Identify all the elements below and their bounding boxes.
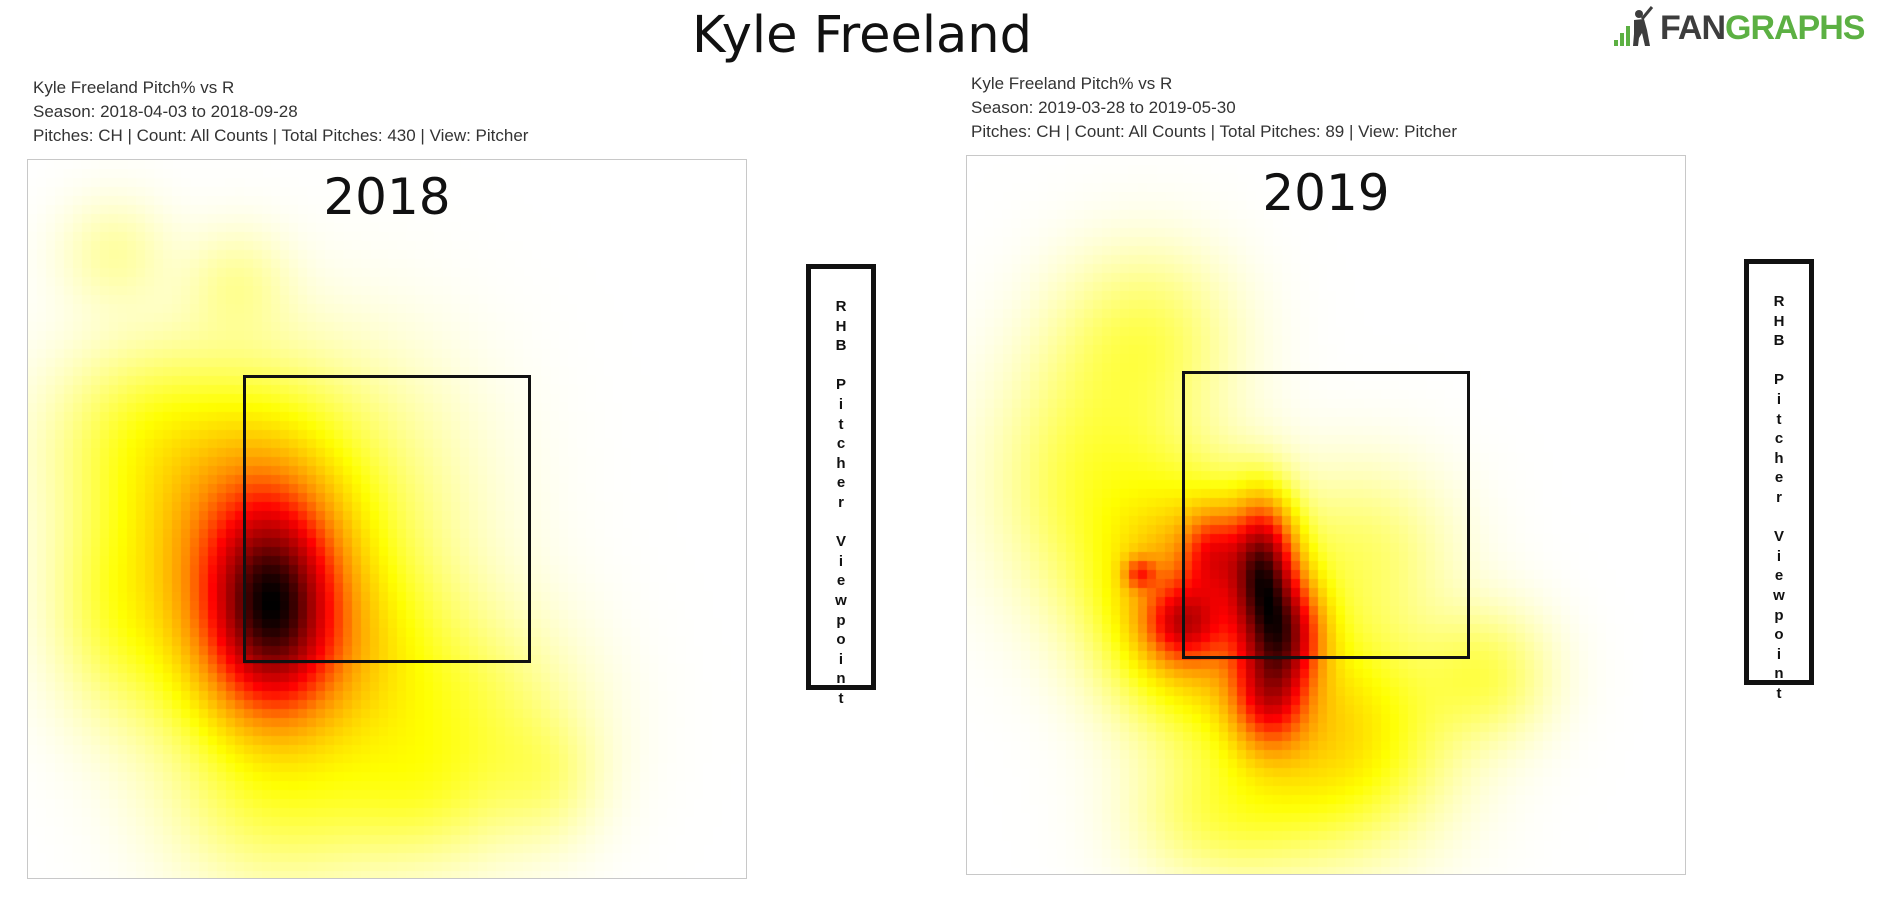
- viewpoint-char: w: [1773, 586, 1785, 604]
- viewpoint-char: n: [836, 670, 846, 688]
- panel-2019-info-line3: Pitches: CH | Count: All Counts | Total …: [971, 122, 1458, 141]
- panel-2019-info: Kyle Freeland Pitch% vs R Season: 2019-0…: [971, 72, 1457, 144]
- viewpoint-char: c: [1774, 430, 1784, 448]
- viewpoint-char: i: [1776, 547, 1782, 565]
- viewpoint-char: i: [838, 395, 844, 413]
- viewpoint-char: e: [1774, 567, 1784, 585]
- logo-wordmark: FANGRAPHS: [1660, 8, 1865, 48]
- viewpoint-char: t: [838, 689, 844, 707]
- viewpoint-char: t: [1776, 684, 1782, 702]
- viewpoint-char: h: [1774, 449, 1784, 467]
- viewpoint-char: w: [835, 591, 847, 609]
- viewpoint-char: t: [1776, 410, 1782, 428]
- heatmap-2018-canvas: [28, 160, 746, 878]
- batter-silhouette-icon: [1614, 6, 1654, 46]
- panel-2018-info-line2: Season: 2018-04-03 to 2018-09-28: [33, 102, 298, 121]
- heatmap-2018-year-label: 2018: [323, 168, 451, 226]
- viewpoint-char: [811, 356, 871, 376]
- viewpoint-char: o: [836, 631, 846, 649]
- viewpoint-char: e: [1774, 469, 1784, 487]
- heatmap-2019-canvas: [967, 156, 1685, 874]
- viewpoint-char: i: [838, 650, 844, 668]
- heatmap-2019-year-label: 2019: [1262, 164, 1390, 222]
- viewpoint-char: i: [1776, 390, 1782, 408]
- viewpoint-char: r: [838, 493, 844, 511]
- panel-2018-info-line3: Pitches: CH | Count: All Counts | Total …: [33, 126, 529, 145]
- panel-2019-info-line2: Season: 2019-03-28 to 2019-05-30: [971, 98, 1236, 117]
- viewpoint-char: h: [836, 454, 846, 472]
- viewpoint-char: n: [1774, 665, 1784, 683]
- viewpoint-char: P: [1773, 371, 1784, 389]
- panel-2018-info-line1: Kyle Freeland Pitch% vs R: [33, 78, 235, 97]
- viewpoint-char: c: [836, 435, 846, 453]
- viewpoint-char: p: [836, 611, 846, 629]
- viewpoint-char: R: [1773, 293, 1785, 310]
- heatmap-2019: 2019: [966, 155, 1686, 875]
- viewpoint-char: p: [1774, 606, 1784, 624]
- viewpoint-char: P: [835, 376, 846, 394]
- panel-2019-info-line1: Kyle Freeland Pitch% vs R: [971, 74, 1173, 93]
- viewpoint-char: e: [836, 474, 846, 492]
- logo-text-fan: FAN: [1660, 8, 1726, 47]
- viewpoint-char: [811, 513, 871, 533]
- panel-2018-info: Kyle Freeland Pitch% vs R Season: 2018-0…: [33, 76, 528, 148]
- viewpoint-char: B: [835, 337, 847, 355]
- viewpoint-char: B: [1773, 332, 1785, 350]
- viewpoint-char: i: [838, 552, 844, 570]
- strike-zone-2019: [1182, 371, 1470, 659]
- logo-text-graphs: GRAPHS: [1725, 8, 1865, 47]
- viewpoint-char: [1749, 351, 1809, 371]
- strike-zone-2018: [243, 375, 531, 663]
- viewpoint-char: V: [835, 533, 846, 551]
- fangraphs-logo[interactable]: FANGRAPHS: [1612, 6, 1894, 50]
- viewpoint-char: R: [835, 298, 847, 315]
- viewpoint-char: H: [835, 317, 847, 335]
- viewpoint-char: [1749, 508, 1809, 528]
- viewpoint-char: o: [1774, 626, 1784, 644]
- viewpoint-char: e: [836, 572, 846, 590]
- viewpoint-char: r: [1776, 488, 1782, 506]
- heatmap-2018: 2018: [27, 159, 747, 879]
- viewpoint-char: V: [1773, 528, 1784, 546]
- page-title: Kyle Freeland: [691, 6, 1033, 65]
- viewpoint-char: H: [1773, 312, 1785, 330]
- viewpoint-char: i: [1776, 645, 1782, 663]
- viewpoint-char: t: [838, 415, 844, 433]
